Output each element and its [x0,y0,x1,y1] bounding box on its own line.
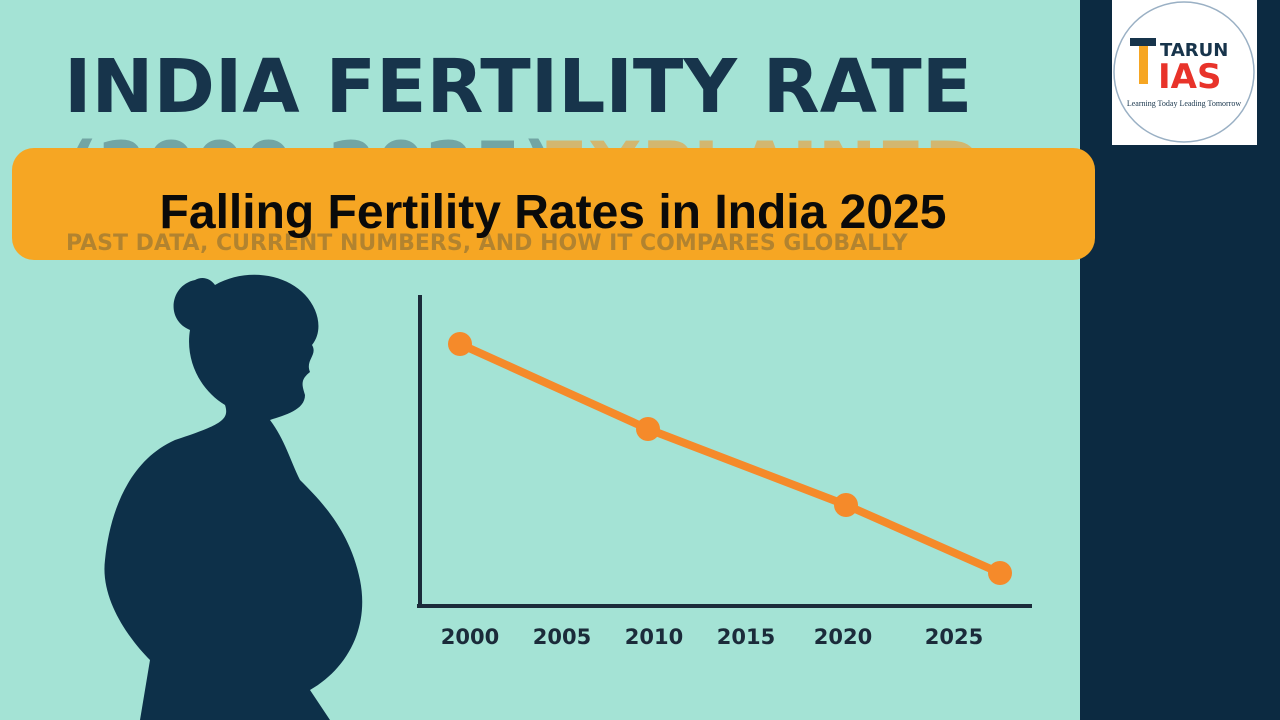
bg-subtitle: PAST DATA, CURRENT NUMBERS, AND HOW IT C… [66,231,909,256]
logo-icon [1130,38,1156,46]
banner [12,148,1095,260]
logo-icon [1139,46,1148,84]
trend-line [458,340,1002,577]
logo-tagline: Learning Today Leading Tomorrow [1127,99,1242,108]
trend-point [448,332,472,356]
banner-title: Falling Fertility Rates in India 2025 [160,186,947,239]
x-label: 2010 [625,625,683,649]
bg-title: INDIA FERTILITY RATE [64,44,972,130]
x-label: 2015 [717,625,775,649]
logo: TARUN IAS Learning Today Leading Tomorro… [1112,0,1257,145]
x-label: 2020 [814,625,872,649]
logo-box [1112,0,1257,145]
trend-point [988,561,1012,585]
trend-point [834,493,858,517]
silhouette [104,274,363,720]
trend-point [636,417,660,441]
logo-brand: IAS [1158,57,1221,97]
x-label: 2000 [441,625,499,649]
logo-name: TARUN [1160,40,1228,61]
x-label: 2025 [925,625,983,649]
x-label: 2005 [533,625,591,649]
logo-ring [1113,1,1255,143]
